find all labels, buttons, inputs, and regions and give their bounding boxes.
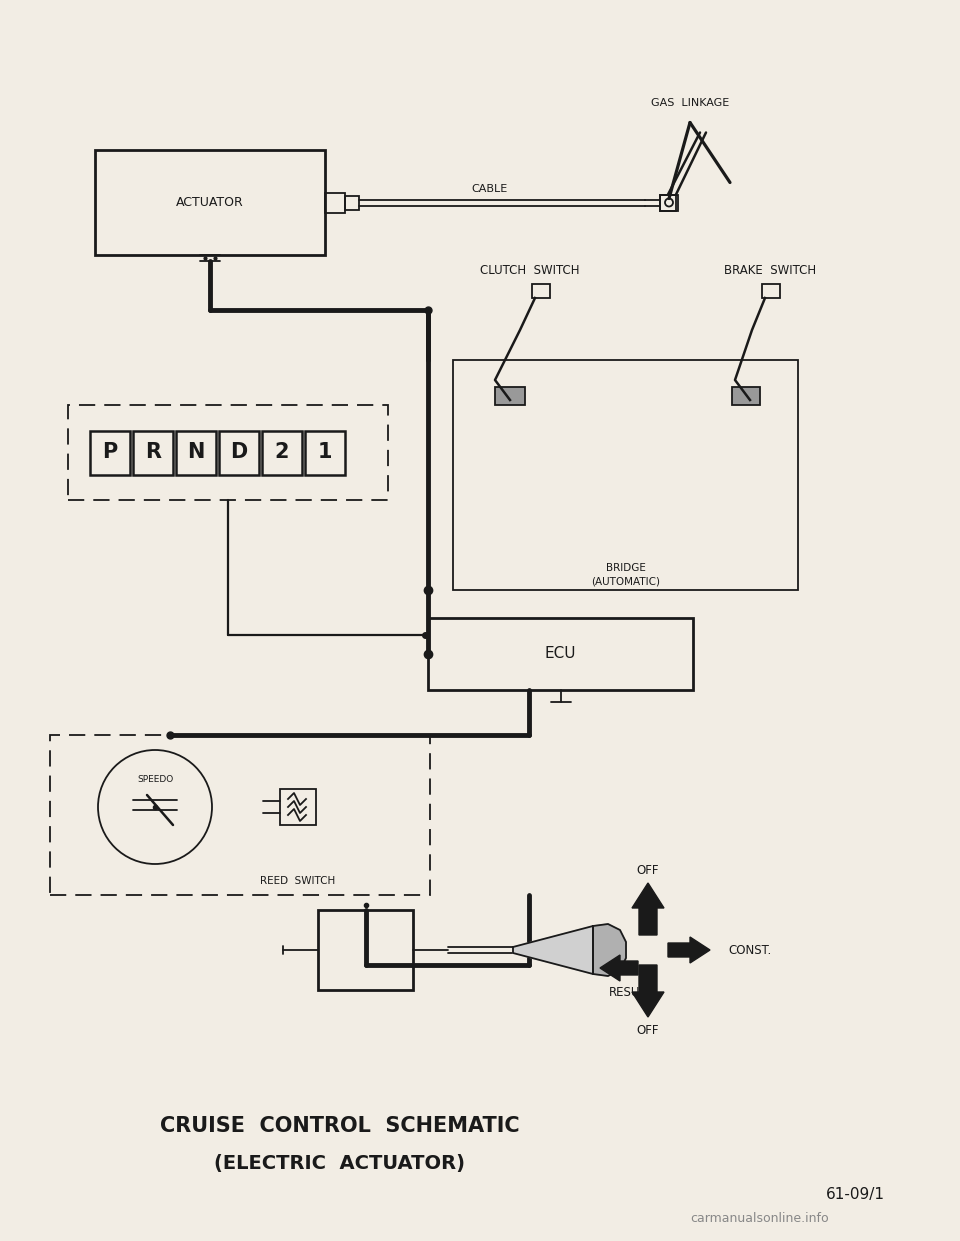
- Text: N: N: [187, 443, 204, 463]
- Bar: [262, 431, 302, 474]
- Bar: [280, 789, 316, 825]
- Text: OFF: OFF: [636, 864, 660, 876]
- Text: P: P: [103, 443, 118, 463]
- FancyArrow shape: [668, 937, 710, 963]
- FancyArrow shape: [632, 965, 664, 1018]
- Text: 1: 1: [318, 443, 332, 463]
- Bar: [762, 284, 780, 298]
- Bar: [90, 431, 130, 474]
- Bar: [660, 195, 678, 211]
- Text: carmanualsonline.info: carmanualsonline.info: [690, 1212, 829, 1226]
- Bar: [95, 150, 325, 254]
- Bar: [732, 387, 760, 405]
- Text: OFF: OFF: [636, 1024, 660, 1036]
- Bar: [318, 910, 413, 990]
- Text: SPEEDO: SPEEDO: [137, 774, 173, 783]
- Bar: [305, 431, 345, 474]
- Text: 61-09/1: 61-09/1: [826, 1186, 884, 1201]
- Text: 2: 2: [275, 443, 289, 463]
- FancyArrow shape: [600, 956, 638, 980]
- Bar: [133, 431, 173, 474]
- Bar: [532, 284, 550, 298]
- Text: (ELECTRIC  ACTUATOR): (ELECTRIC ACTUATOR): [214, 1153, 466, 1173]
- Bar: [50, 735, 430, 895]
- Text: REED  SWITCH: REED SWITCH: [260, 876, 336, 886]
- Text: BRAKE  SWITCH: BRAKE SWITCH: [724, 263, 816, 277]
- Bar: [453, 360, 798, 589]
- Text: CONST.: CONST.: [728, 943, 771, 957]
- Text: GAS  LINKAGE: GAS LINKAGE: [651, 98, 730, 108]
- Bar: [325, 192, 345, 212]
- Text: (AUTOMATIC): (AUTOMATIC): [591, 576, 660, 586]
- Text: R: R: [145, 443, 161, 463]
- Text: CABLE: CABLE: [472, 184, 508, 194]
- Bar: [495, 387, 525, 405]
- Bar: [68, 405, 388, 500]
- Polygon shape: [513, 926, 593, 974]
- Text: RESUME: RESUME: [609, 985, 658, 999]
- Polygon shape: [593, 925, 626, 975]
- Text: ACTUATOR: ACTUATOR: [176, 196, 244, 208]
- Text: ECU: ECU: [544, 647, 576, 661]
- Bar: [345, 196, 359, 210]
- Text: BRIDGE: BRIDGE: [606, 563, 645, 573]
- Text: D: D: [230, 443, 248, 463]
- Text: CRUISE  CONTROL  SCHEMATIC: CRUISE CONTROL SCHEMATIC: [160, 1116, 519, 1136]
- Bar: [428, 618, 693, 690]
- Bar: [660, 195, 676, 211]
- FancyArrow shape: [632, 884, 664, 934]
- Bar: [176, 431, 216, 474]
- Text: CLUTCH  SWITCH: CLUTCH SWITCH: [480, 263, 580, 277]
- Bar: [219, 431, 259, 474]
